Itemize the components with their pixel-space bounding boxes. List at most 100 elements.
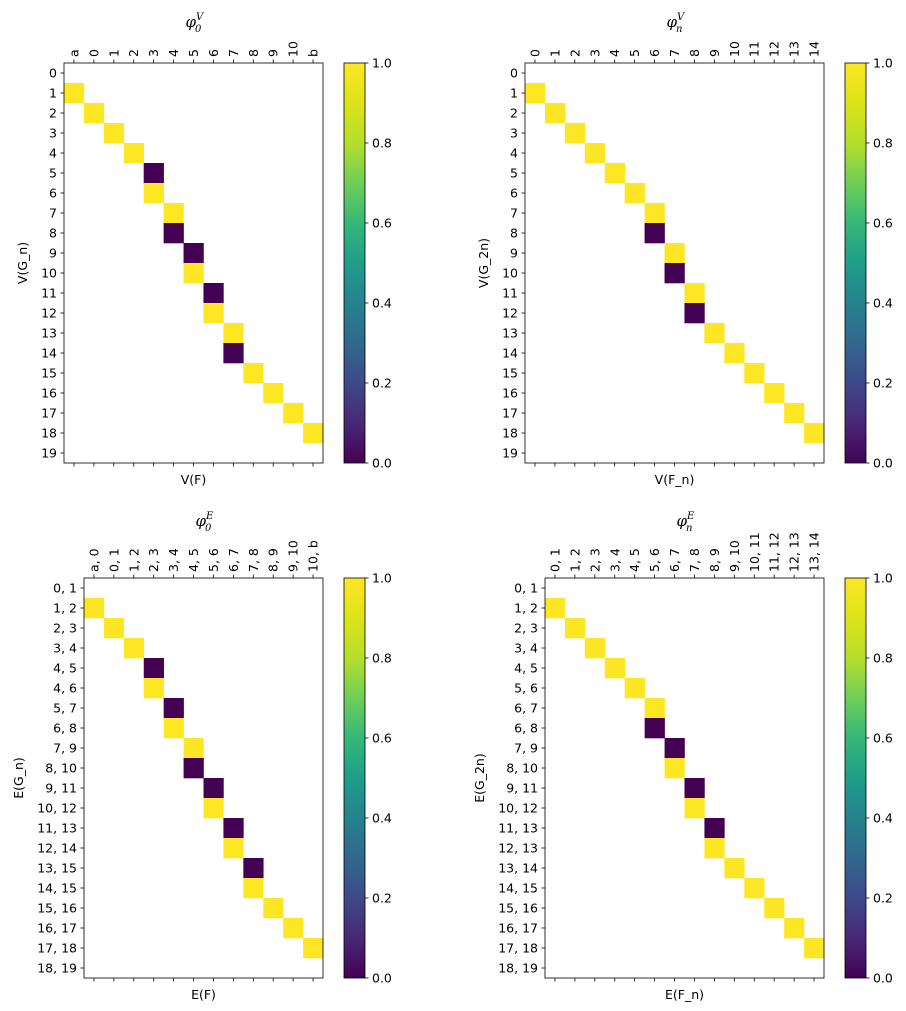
colorbar: 0.0 0.2 0.4 0.6 0.8 1.0 [844, 571, 893, 986]
x-axis-label: E(F) [191, 987, 216, 1002]
y-tick-label: 16, 17 [498, 921, 538, 936]
heatmap-cell [644, 698, 665, 719]
title-superscript: E [205, 511, 214, 522]
x-tick-label: 3, 4 [166, 548, 181, 572]
heatmap-cell [203, 798, 224, 819]
x-tick-label: 1, 2 [567, 548, 582, 572]
heatmap-cell [263, 383, 284, 404]
y-tick-label: 18, 19 [37, 961, 77, 976]
colorbar-frame [343, 577, 366, 979]
x-tick-label: 8, 9 [707, 548, 722, 572]
heatmap-cell [604, 658, 626, 679]
heatmap-cell [223, 323, 244, 344]
y-tick-label: 17, 18 [37, 941, 77, 956]
heatmap-cell [203, 303, 224, 324]
x-tick-label: 9 [266, 49, 281, 57]
y-tick-label: 5, 7 [53, 701, 77, 716]
heatmap-cell [243, 363, 264, 384]
colorbar-frame [343, 62, 366, 464]
x-tick-label: 4, 5 [627, 548, 642, 572]
heatmap-cell [183, 758, 204, 779]
heatmap-cell [564, 123, 586, 144]
x-tick-label: 0, 1 [106, 548, 121, 572]
y-tick-label: 7, 9 [514, 741, 538, 756]
colorbar-gradient [845, 578, 866, 978]
y-tick-label: 13, 15 [37, 861, 77, 876]
heatmap-panel-phi0E: a, 0 0, 1 1, 2 2, 3 3, 4 4, 5 5, 6 6, 7 7, 8 8, 9… [11, 511, 392, 1002]
y-tick-label: 0, 1 [514, 581, 538, 596]
y-tick-label: 12, 14 [37, 841, 77, 856]
heatmap-cell [243, 858, 264, 879]
y-tick-label: 11, 13 [498, 821, 538, 836]
colorbar-tick-label: 1.0 [372, 56, 392, 71]
title-base: φ [186, 13, 197, 31]
heatmap-cell [303, 423, 324, 444]
heatmap-cell [525, 83, 546, 104]
heatmap-cell [64, 83, 85, 104]
axes-frame [83, 577, 324, 979]
y-tick-label: 12 [502, 306, 518, 321]
y-tick-label: 6, 8 [514, 721, 538, 736]
heatmap-cell [283, 403, 304, 424]
y-axis-label: V(G_2n) [476, 238, 491, 288]
x-tick-label: 8 [687, 49, 702, 57]
x-tick-label: 12 [767, 41, 782, 57]
x-tick-label: 14 [807, 41, 822, 57]
colorbar-frame [844, 577, 867, 979]
y-tick-label: 15 [41, 366, 57, 381]
x-tick-label: 11, 12 [767, 532, 782, 572]
heatmap-cell [544, 103, 566, 124]
y-tick-label: 5 [49, 166, 57, 181]
y-tick-label: 8 [49, 226, 57, 241]
y-axis-label: V(G_n) [15, 242, 30, 284]
x-tick-label: 5 [186, 49, 201, 57]
heatmap-cell [564, 618, 586, 639]
heatmap-cell [143, 658, 164, 679]
y-tick-label: 0 [49, 66, 57, 81]
title-superscript: E [686, 511, 695, 522]
colorbar: 0.0 0.2 0.4 0.6 0.8 1.0 [844, 56, 893, 471]
x-tick-label: 6, 7 [667, 548, 682, 572]
colorbar-tick-label: 0.6 [372, 731, 392, 746]
heatmap-cell [784, 918, 805, 939]
chart-title: φV n [667, 12, 687, 35]
y-tick-label: 2, 3 [53, 621, 77, 636]
heatmap-cell [163, 698, 184, 719]
heatmap-cell [123, 143, 144, 164]
heatmap-panel-phinV: 0 1 2 3 4 5 6 7 8 9 10 11 12 13 1401234567891011121314… [476, 12, 893, 487]
colorbar-tick-label: 0.0 [372, 971, 392, 986]
y-tick-label: 14 [502, 346, 518, 361]
title-base: φ [677, 512, 688, 530]
heatmap-cell [223, 343, 244, 364]
x-tick-label: 7 [226, 49, 241, 57]
heatmap-cell [624, 183, 645, 204]
y-tick-label: 6, 8 [53, 721, 77, 736]
colorbar-tick-label: 0.8 [372, 136, 392, 151]
y-tick-label: 4, 6 [53, 681, 77, 696]
y-tick-label: 10 [41, 266, 57, 281]
y-tick-label: 8, 10 [45, 761, 77, 776]
y-tick-label: 9, 11 [506, 781, 538, 796]
x-tick-label: 11 [747, 41, 762, 57]
y-tick-label: 11 [502, 286, 518, 301]
x-tick-label: 7, 8 [246, 548, 261, 572]
heatmap-panel-phi0V: a 0 1 2 3 4 5 6 7 8 9 10 b01234567891011121314151617… [15, 12, 392, 487]
y-tick-label: 8 [510, 226, 518, 241]
y-tick-label: 19 [41, 446, 57, 461]
x-tick-label: 8 [246, 49, 261, 57]
y-tick-label: 9, 11 [45, 781, 77, 796]
heatmap-cell [684, 283, 705, 304]
y-tick-label: 16, 17 [37, 921, 77, 936]
x-axis-label: V(F_n) [655, 472, 695, 487]
x-tick-label: 2, 3 [146, 548, 161, 572]
colorbar-tick-label: 0.0 [372, 456, 392, 471]
colorbar-tick-label: 1.0 [372, 571, 392, 586]
y-tick-label: 14, 15 [498, 881, 538, 896]
x-tick-label: 2 [126, 49, 141, 57]
y-tick-label: 7 [510, 206, 518, 221]
x-axis-label: E(F_n) [665, 987, 704, 1002]
x-tick-label: 3 [146, 49, 161, 57]
heatmap-cell [804, 423, 825, 444]
y-tick-label: 17, 18 [498, 941, 538, 956]
